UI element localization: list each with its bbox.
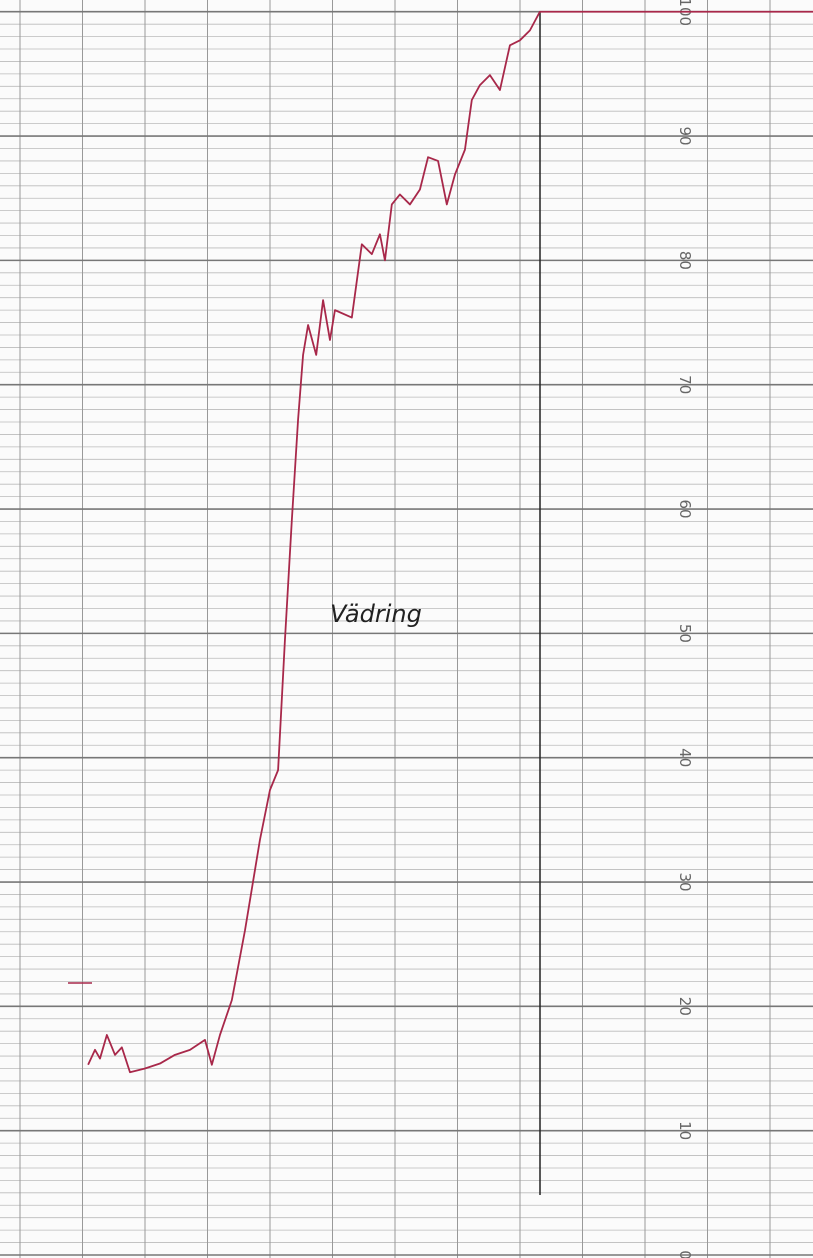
- line: [87, 10, 813, 1074]
- annotation: Vädring: [330, 600, 422, 628]
- grid: [0, 10, 813, 1256]
- y-tick-label: 10: [676, 1121, 694, 1140]
- y-tick-label: 20: [676, 997, 694, 1016]
- y-tick-label: 90: [676, 127, 694, 146]
- y-tick-label: 70: [676, 375, 694, 394]
- y-tick-label: 0: [676, 1250, 694, 1258]
- y-tick-label: 40: [676, 748, 694, 767]
- y-tick-label: 30: [676, 872, 694, 891]
- y-tick-label: 80: [676, 251, 694, 270]
- y-tick-label: 50: [676, 624, 694, 643]
- y-tick-label: 100: [676, 0, 694, 26]
- y-tick-label: 60: [676, 499, 694, 518]
